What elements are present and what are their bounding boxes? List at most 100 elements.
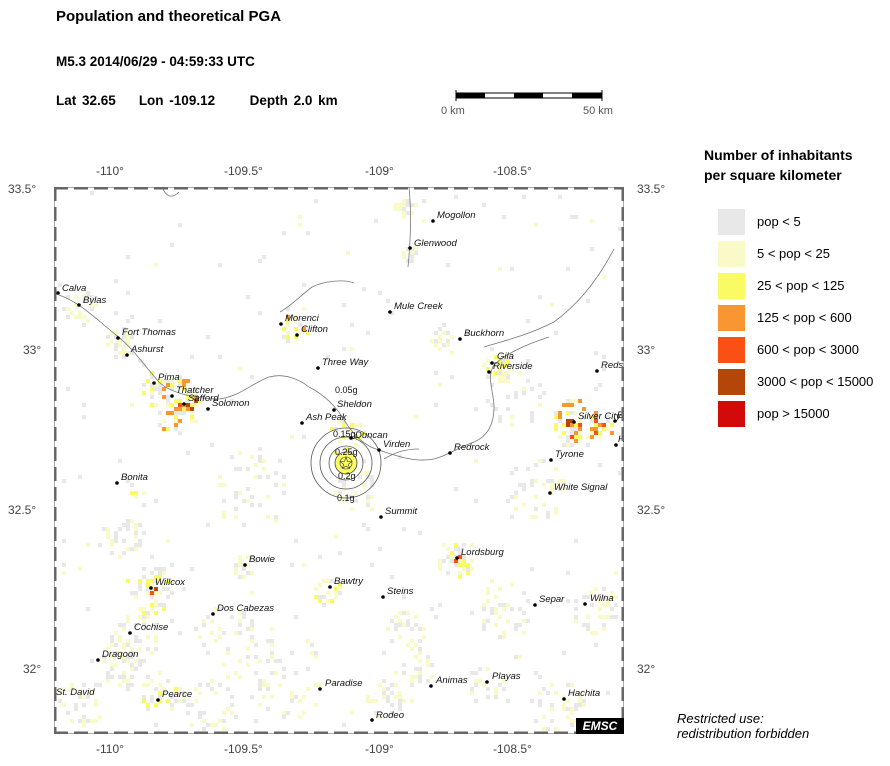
- population-cell: [582, 407, 586, 411]
- population-cell: [218, 683, 222, 687]
- population-cell: [422, 199, 426, 203]
- population-cell: [218, 607, 222, 611]
- population-cell: [502, 679, 506, 683]
- population-cell: [578, 699, 582, 703]
- population-cell: [442, 331, 446, 335]
- town-label: Glenwood: [414, 238, 457, 249]
- population-cell: [522, 195, 526, 199]
- population-cell: [198, 399, 202, 403]
- population-cell: [118, 459, 122, 463]
- town-marker: [448, 451, 452, 455]
- town-label: Cochise: [134, 622, 168, 633]
- population-cell: [246, 487, 250, 491]
- population-cell: [114, 539, 118, 543]
- population-cell: [194, 627, 198, 631]
- population-cell: [322, 603, 326, 607]
- population-cell: [494, 595, 498, 599]
- population-cell: [278, 659, 282, 663]
- population-cell: [554, 415, 558, 419]
- town-label: Silver City: [578, 411, 622, 422]
- population-cell: [530, 699, 534, 703]
- population-cell: [614, 595, 618, 599]
- population-cell: [462, 559, 466, 563]
- population-cell: [530, 483, 534, 487]
- population-cell: [442, 543, 446, 547]
- population-cell: [170, 387, 174, 391]
- population-cell: [118, 343, 122, 347]
- population-cell: [538, 699, 542, 703]
- population-cell: [158, 411, 162, 415]
- population-cell: [186, 711, 190, 715]
- population-cell: [438, 559, 442, 563]
- population-cell: [70, 311, 74, 315]
- population-cell: [118, 555, 122, 559]
- population-cell: [126, 615, 130, 619]
- population-cell: [406, 623, 410, 627]
- town-marker: [485, 680, 489, 684]
- town-marker: [583, 602, 587, 606]
- population-cell: [110, 635, 114, 639]
- population-cell: [542, 459, 546, 463]
- population-cell: [174, 419, 178, 423]
- pga-ring-outer: [310, 427, 382, 499]
- population-cell: [434, 343, 438, 347]
- population-cell: [422, 219, 426, 223]
- population-cell: [90, 191, 94, 195]
- pga-ring: [319, 436, 373, 490]
- population-cell: [586, 623, 590, 627]
- population-cell: [130, 335, 134, 339]
- population-cell: [138, 523, 142, 527]
- population-cell: [62, 479, 66, 483]
- population-cell: [358, 359, 362, 363]
- population-cell: [114, 279, 118, 283]
- population-cell: [150, 403, 154, 407]
- population-cell: [154, 703, 158, 707]
- population-cell: [598, 423, 602, 427]
- population-cell: [590, 427, 594, 431]
- town-marker: [349, 436, 353, 440]
- population-cell: [90, 719, 94, 723]
- population-cell: [398, 707, 402, 711]
- population-cell: [478, 667, 482, 671]
- town-marker: [490, 361, 494, 365]
- population-cell: [170, 563, 174, 567]
- population-cell: [182, 407, 186, 411]
- population-cell: [130, 667, 134, 671]
- population-cell: [142, 567, 146, 571]
- population-cell: [130, 491, 134, 495]
- population-cell: [610, 615, 614, 619]
- population-cell: [498, 419, 502, 423]
- population-cell: [398, 203, 402, 207]
- population-cell: [474, 679, 478, 683]
- population-cell: [258, 259, 262, 263]
- population-cell: [438, 383, 442, 387]
- population-cell: [170, 411, 174, 415]
- population-cell: [606, 599, 610, 603]
- population-cell: [126, 331, 130, 335]
- population-cell: [490, 383, 494, 387]
- population-cell: [390, 575, 394, 579]
- population-cell: [426, 655, 430, 659]
- population-cell: [146, 707, 150, 711]
- population-cell: [78, 315, 82, 319]
- population-cell: [570, 399, 574, 403]
- population-cell: [602, 615, 606, 619]
- population-cell: [234, 631, 238, 635]
- population-cell: [510, 267, 514, 271]
- population-cell: [402, 251, 406, 255]
- population-cell: [190, 723, 194, 727]
- population-cell: [558, 419, 562, 423]
- population-cell: [238, 631, 242, 635]
- population-cell: [482, 363, 486, 367]
- population-cell: [106, 647, 110, 651]
- map-frame: [53, 186, 625, 735]
- population-cell: [246, 295, 250, 299]
- population-cell: [98, 683, 102, 687]
- population-cell: [434, 371, 438, 375]
- population-cell: [390, 311, 394, 315]
- population-cell: [146, 615, 150, 619]
- population-cell: [542, 391, 546, 395]
- population-cell: [402, 699, 406, 703]
- population-cell: [126, 527, 130, 531]
- population-cell: [114, 311, 118, 315]
